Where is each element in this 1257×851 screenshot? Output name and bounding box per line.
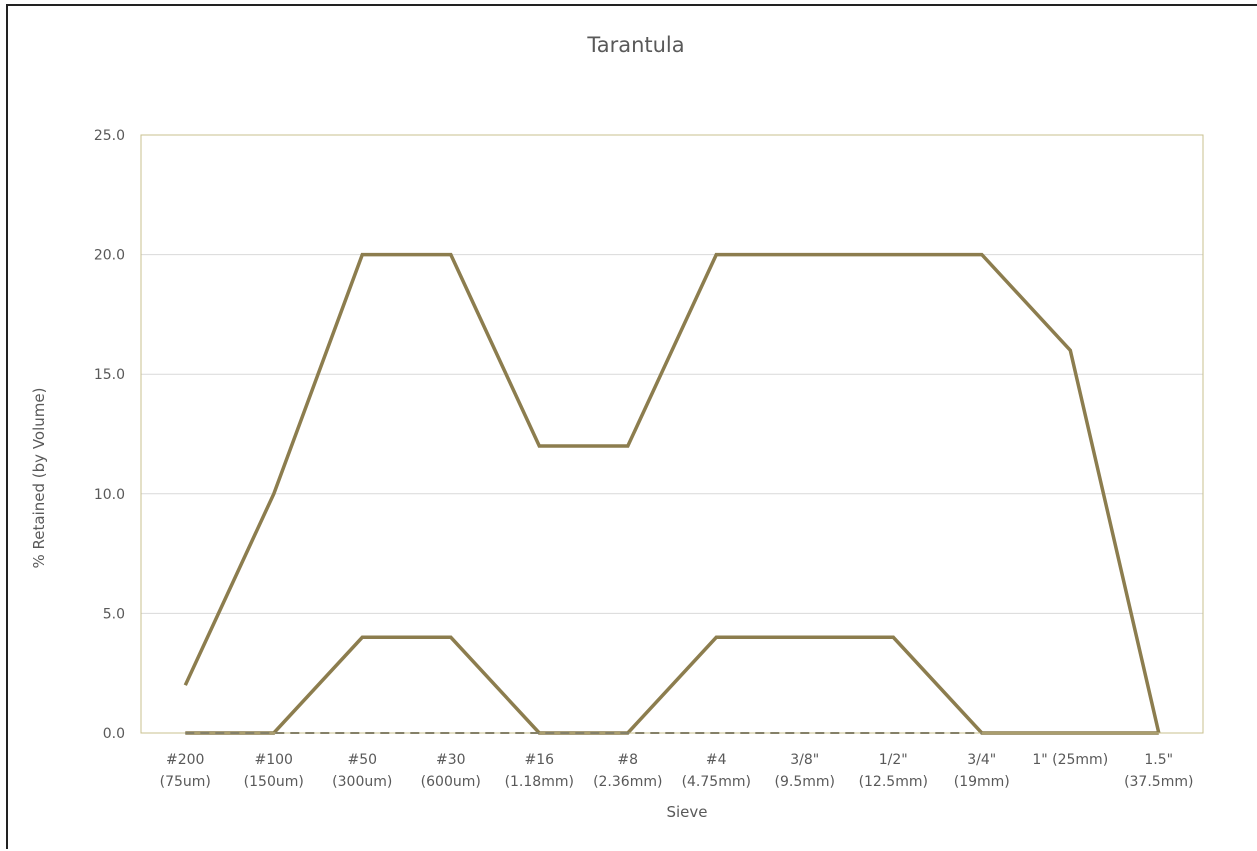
x-tick-label-line: (75um) [160, 774, 211, 790]
y-axis-title: % Retained (by Volume) [30, 388, 48, 569]
x-tick-label: #50 (300um) [332, 752, 392, 790]
plot-area-border [140, 134, 1204, 734]
x-tick-label: #16 (1.18mm) [505, 752, 574, 790]
x-axis-title: Sieve [666, 803, 707, 821]
x-tick-label: #4 (4.75mm) [682, 752, 751, 790]
chart-title: Tarantula [586, 33, 684, 57]
x-tick-label-line: 1" (25mm) [1032, 752, 1108, 768]
x-tick-label-line: (19mm) [954, 774, 1010, 790]
x-tick-label-line: (600um) [421, 774, 481, 790]
x-tick-label-line: (9.5mm) [775, 774, 835, 790]
x-tick-label-line: (1.18mm) [505, 774, 574, 790]
x-tick-label: #200 (75um) [160, 752, 211, 790]
x-tick-label: #30 (600um) [421, 752, 481, 790]
gridlines [141, 254, 1203, 614]
x-tick-label-line: #50 [347, 752, 377, 768]
y-tick-label: 15.0 [94, 367, 125, 383]
series-1-line [183, 252, 1161, 734]
x-axis-ticks: #200 (75um) #100 (150um) #50 (300um) #30 (600um… [160, 752, 1194, 790]
x-tick-label-line: 1/2" [879, 752, 908, 768]
y-tick-label: 0.0 [103, 726, 125, 742]
x-tick-label: 1.5" (37.5mm) [1124, 752, 1193, 790]
x-tick-label-line: #8 [617, 752, 638, 768]
x-tick-label-line: 3/4" [967, 752, 996, 768]
x-tick-label: 3/4" (19mm) [954, 752, 1010, 790]
x-tick-label-line: (37.5mm) [1124, 774, 1193, 790]
line-chart: Tarantula % Retained (by Volume) Sieve 0… [30, 33, 1204, 821]
x-tick-label: 1/2" (12.5mm) [859, 752, 928, 790]
y-tick-label: 20.0 [94, 248, 125, 264]
y-tick-label: 10.0 [94, 487, 125, 503]
x-tick-label-line: #30 [436, 752, 466, 768]
series-2-line [185, 635, 1159, 735]
x-tick-label-line: #100 [255, 752, 293, 768]
x-tick-label-line: (150um) [244, 774, 304, 790]
x-tick-label-line: (12.5mm) [859, 774, 928, 790]
x-tick-label-line: #16 [524, 752, 554, 768]
x-tick-label-line: (300um) [332, 774, 392, 790]
y-tick-label: 5.0 [103, 606, 125, 622]
x-tick-label-line: #4 [706, 752, 727, 768]
x-tick-label-line: (4.75mm) [682, 774, 751, 790]
x-tick-label-line: 3/8" [790, 752, 819, 768]
x-tick-label-line: 1.5" [1144, 752, 1173, 768]
x-tick-label: #8 (2.36mm) [593, 752, 662, 790]
x-tick-label: 3/8" (9.5mm) [775, 752, 835, 790]
x-tick-label: #100 (150um) [244, 752, 304, 790]
x-tick-label: 1" (25mm) [1032, 752, 1108, 768]
y-tick-label: 25.0 [94, 128, 125, 144]
x-tick-label-line: #200 [166, 752, 204, 768]
y-axis-ticks: 0.0 5.0 10.0 15.0 20.0 25.0 [94, 128, 125, 742]
chart-frame: Tarantula % Retained (by Volume) Sieve 0… [6, 4, 1257, 849]
x-tick-label-line: (2.36mm) [593, 774, 662, 790]
